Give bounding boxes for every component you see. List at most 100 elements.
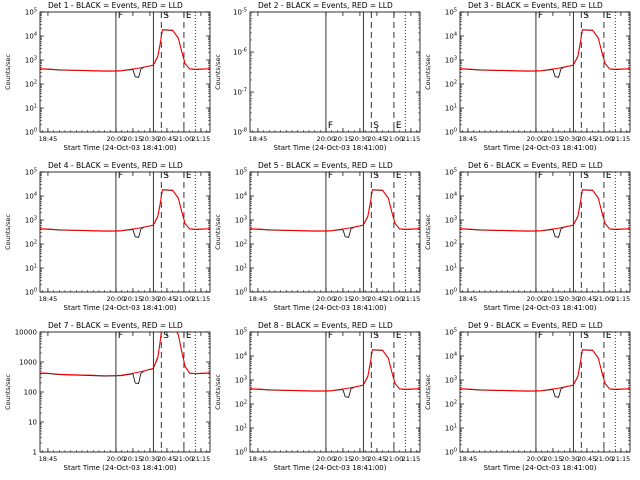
x-axis-label: Start Time (24-Oct-03 18:41:00) bbox=[64, 304, 177, 312]
series-lld bbox=[40, 29, 210, 72]
x-tick-label: 21:15 bbox=[192, 295, 211, 303]
x-axis-label: Start Time (24-Oct-03 18:41:00) bbox=[274, 304, 387, 312]
y-tick-label: 102 bbox=[445, 80, 457, 89]
x-tick-label: 20:00 bbox=[107, 135, 126, 143]
y-tick-label: 105 bbox=[445, 328, 457, 337]
series-lld bbox=[40, 189, 210, 232]
x-tick-label: 20:00 bbox=[527, 135, 546, 143]
x-tick-label: 20:15 bbox=[124, 135, 143, 143]
x-tick-label: 18:45 bbox=[459, 135, 478, 143]
y-tick-label: 103 bbox=[235, 376, 247, 385]
x-tick-label: 20:30 bbox=[351, 135, 370, 143]
marker-label-f: F bbox=[118, 331, 123, 341]
marker-label-s: S bbox=[373, 121, 379, 131]
y-tick-label: 104 bbox=[25, 192, 37, 201]
y-tick-label: 103 bbox=[235, 216, 247, 225]
y-tick-label: 105 bbox=[25, 8, 37, 17]
x-tick-label: 20:45 bbox=[368, 135, 387, 143]
x-tick-label: 20:30 bbox=[561, 295, 580, 303]
y-tick-label: 1000 bbox=[19, 359, 37, 367]
series-lld bbox=[460, 29, 630, 72]
panel-title: Det 2 - BLACK = Events, RED = LLD bbox=[258, 1, 393, 10]
panel-det-5: Det 5 - BLACK = Events, RED = LLD Counts/… bbox=[214, 161, 421, 312]
marker-label-s: S bbox=[373, 331, 379, 341]
x-tick-label: 20:15 bbox=[544, 295, 563, 303]
x-axis-label: Start Time (24-Oct-03 18:41:00) bbox=[274, 144, 387, 152]
x-tick-label: 21:00 bbox=[595, 455, 614, 463]
x-tick-label: 21:00 bbox=[175, 455, 194, 463]
plot-frame bbox=[39, 331, 211, 453]
y-axis-label: Counts/sec bbox=[4, 54, 12, 90]
marker-label-e: E bbox=[606, 331, 612, 341]
x-tick-label: 20:15 bbox=[334, 455, 353, 463]
y-tick-label: 100 bbox=[24, 389, 37, 397]
y-tick-label: 103 bbox=[25, 56, 37, 65]
marker-label-s: S bbox=[163, 331, 169, 341]
y-tick-label: 10-7 bbox=[233, 88, 247, 97]
marker-label-f: F bbox=[538, 171, 543, 181]
y-tick-label: 10000 bbox=[15, 329, 37, 337]
x-tick-label: 20:45 bbox=[578, 455, 597, 463]
x-tick-label: 20:00 bbox=[527, 455, 546, 463]
x-tick-label: 20:30 bbox=[141, 455, 160, 463]
y-tick-label: 10-8 bbox=[233, 128, 247, 137]
marker-label-f: F bbox=[328, 121, 333, 131]
y-tick-label: 100 bbox=[25, 128, 37, 137]
y-axis-label: Counts/sec bbox=[214, 214, 222, 250]
marker-label-f: F bbox=[538, 331, 543, 341]
panel-det-7: Det 7 - BLACK = Events, RED = LLD Counts/… bbox=[4, 321, 211, 472]
x-tick-label: 20:30 bbox=[351, 455, 370, 463]
marker-label-f: F bbox=[328, 171, 333, 181]
y-axis-label: Counts/sec bbox=[4, 374, 12, 410]
y-tick-label: 102 bbox=[235, 400, 247, 409]
x-tick-label: 21:15 bbox=[612, 455, 631, 463]
panel-det-9: Det 9 - BLACK = Events, RED = LLD Counts/… bbox=[424, 321, 631, 472]
y-tick-label: 102 bbox=[25, 240, 37, 249]
x-tick-label: 20:45 bbox=[158, 295, 177, 303]
series-lld bbox=[250, 349, 420, 392]
plot-frame bbox=[459, 11, 631, 133]
y-tick-label: 103 bbox=[25, 216, 37, 225]
y-tick-label: 104 bbox=[445, 352, 457, 361]
panel-title: Det 9 - BLACK = Events, RED = LLD bbox=[468, 321, 603, 330]
x-tick-label: 20:00 bbox=[107, 295, 126, 303]
x-tick-label: 21:15 bbox=[192, 135, 211, 143]
y-tick-label: 105 bbox=[445, 168, 457, 177]
marker-label-s: S bbox=[373, 171, 379, 181]
x-tick-label: 18:45 bbox=[249, 455, 268, 463]
y-axis-label: Counts/sec bbox=[424, 214, 432, 250]
x-tick-label: 20:30 bbox=[141, 295, 160, 303]
x-tick-label: 20:30 bbox=[141, 135, 160, 143]
x-axis-label: Start Time (24-Oct-03 18:41:00) bbox=[64, 144, 177, 152]
y-tick-label: 101 bbox=[25, 264, 37, 273]
panel-title: Det 7 - BLACK = Events, RED = LLD bbox=[48, 321, 183, 330]
x-tick-label: 20:30 bbox=[561, 135, 580, 143]
plot-frame bbox=[459, 171, 631, 293]
x-tick-label: 18:45 bbox=[249, 295, 268, 303]
x-tick-label: 18:45 bbox=[249, 135, 268, 143]
y-tick-label: 100 bbox=[445, 128, 457, 137]
y-tick-label: 102 bbox=[445, 240, 457, 249]
y-tick-label: 101 bbox=[235, 264, 247, 273]
y-tick-label: 105 bbox=[445, 8, 457, 17]
y-axis-label: Counts/sec bbox=[424, 374, 432, 410]
panel-det-3: Det 3 - BLACK = Events, RED = LLD Counts/… bbox=[424, 1, 631, 152]
series-lld bbox=[250, 189, 420, 232]
x-tick-label: 21:15 bbox=[402, 295, 421, 303]
x-tick-label: 20:00 bbox=[107, 455, 126, 463]
marker-label-f: F bbox=[538, 11, 543, 21]
x-tick-label: 20:45 bbox=[158, 455, 177, 463]
y-tick-label: 1 bbox=[33, 449, 37, 457]
y-tick-label: 102 bbox=[25, 80, 37, 89]
x-tick-label: 18:45 bbox=[459, 295, 478, 303]
x-tick-label: 21:00 bbox=[385, 135, 404, 143]
y-tick-label: 10 bbox=[28, 419, 37, 427]
x-axis-label: Start Time (24-Oct-03 18:41:00) bbox=[274, 464, 387, 472]
plot-frame bbox=[249, 11, 421, 133]
plot-frame bbox=[249, 331, 421, 453]
y-axis-label: Counts/sec bbox=[214, 54, 222, 90]
x-tick-label: 20:15 bbox=[124, 455, 143, 463]
marker-label-e: E bbox=[186, 11, 192, 21]
marker-label-e: E bbox=[396, 171, 402, 181]
x-tick-label: 21:15 bbox=[612, 295, 631, 303]
